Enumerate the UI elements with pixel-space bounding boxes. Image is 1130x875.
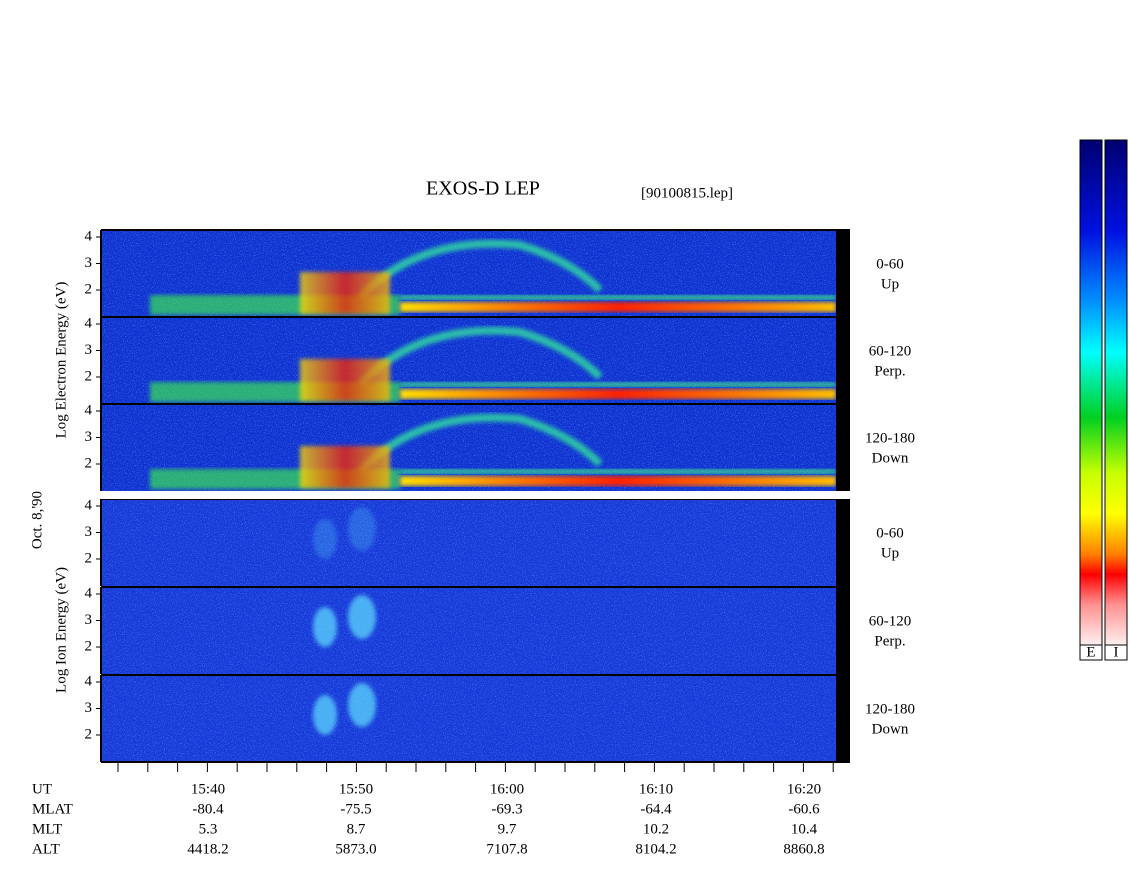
y-tick-label: 3	[85, 524, 93, 540]
arc-feature	[357, 413, 603, 474]
row-value: 15:40	[191, 781, 225, 797]
angle-label: 60-120	[869, 613, 912, 629]
row-value: 10.4	[791, 821, 818, 837]
electron-axis-label: Log Electron Energy (eV)	[53, 282, 69, 439]
color-bar-label-box	[1104, 644, 1128, 661]
angle-label: 120-180	[865, 701, 915, 717]
panels: 4 3 2 0-60 Up 4 3 2 60-120 Perp. 4 3 2 120-180 Down 4 3 2…	[85, 228, 915, 763]
time-axis: UT 15:40 15:50 16:00 16:10 16:20 MLAT -80.4 -75.…	[32, 762, 834, 857]
data-gap	[836, 499, 850, 586]
arc-feature	[357, 326, 603, 387]
direction-label: Perp.	[874, 633, 905, 649]
row-value: 7107.8	[486, 841, 527, 857]
color-bar	[1104, 139, 1128, 646]
row-value: 8860.8	[783, 841, 824, 857]
row-name: ALT	[32, 841, 60, 857]
burst	[300, 446, 390, 488]
y-tick-label: 3	[85, 342, 93, 358]
ion-burst	[313, 695, 337, 735]
color-bar-label: I	[1114, 644, 1119, 660]
burst	[300, 272, 390, 314]
angle-label: 0-60	[876, 525, 904, 541]
row-value: -60.6	[788, 801, 820, 817]
y-tick-label: 3	[85, 429, 93, 445]
y-tick-label: 3	[85, 255, 93, 271]
ion-axis-label: Log Ion Energy (eV)	[53, 567, 69, 693]
ion-burst	[313, 607, 337, 647]
row-value: 16:00	[490, 781, 524, 797]
data-gap	[836, 317, 850, 404]
row-value: 9.7	[498, 821, 517, 837]
y-tick-label: 4	[85, 585, 93, 601]
angle-label: 120-180	[865, 430, 915, 446]
ion-burst	[348, 595, 376, 639]
direction-label: Perp.	[874, 363, 905, 379]
band-edge	[400, 382, 836, 387]
row-value: 8104.2	[635, 841, 676, 857]
title: EXOS-D LEP	[426, 178, 540, 200]
group-gap	[101, 491, 850, 499]
row-value: 4418.2	[187, 841, 228, 857]
ion-burst	[313, 519, 337, 559]
row-value: 10.2	[643, 821, 669, 837]
file-name: [90100815.lep]	[641, 185, 733, 201]
y-tick-label: 4	[85, 315, 93, 331]
y-tick-label: 3	[85, 612, 93, 628]
y-tick-label: 2	[85, 550, 93, 566]
row-value: -80.4	[192, 801, 224, 817]
row-value: -69.3	[491, 801, 522, 817]
ion-burst	[348, 683, 376, 727]
row-value: 5873.0	[335, 841, 376, 857]
burst	[300, 359, 390, 401]
y-tick-label: 4	[85, 673, 93, 689]
row-name: MLT	[32, 821, 62, 837]
band-edge	[400, 295, 836, 300]
band-edge	[400, 469, 836, 474]
direction-label: Up	[881, 545, 899, 561]
data-gap	[836, 230, 850, 317]
color-bar-label: E	[1086, 644, 1095, 660]
y-tick-label: 3	[85, 700, 93, 716]
color-bar-label-box	[1079, 644, 1103, 661]
y-tick-label: 2	[85, 281, 93, 297]
direction-label: Down	[872, 450, 909, 466]
row-value: 15:50	[339, 781, 373, 797]
y-tick-label: 2	[85, 726, 93, 742]
row-value: 16:10	[639, 781, 673, 797]
date-label: Oct. 8,'90	[29, 491, 45, 549]
row-value: 5.3	[199, 821, 218, 837]
direction-label: Up	[881, 276, 899, 292]
direction-label: Down	[872, 721, 909, 737]
data-gap	[836, 587, 850, 674]
trapped-band	[400, 389, 836, 399]
trapped-band	[400, 302, 836, 312]
angle-label: 0-60	[876, 256, 904, 272]
y-tick-label: 4	[85, 402, 93, 418]
y-tick-label: 2	[85, 638, 93, 654]
color-bar	[1079, 139, 1103, 646]
angle-label: 60-120	[869, 343, 912, 359]
y-tick-label: 4	[85, 228, 93, 244]
y-tick-label: 2	[85, 455, 93, 471]
row-name: MLAT	[32, 801, 73, 817]
row-value: 8.7	[347, 821, 366, 837]
trapped-band	[400, 476, 836, 486]
spectrogram-noise	[101, 587, 836, 674]
ion-burst	[348, 507, 376, 551]
data-gap	[836, 675, 850, 762]
row-value: 16:20	[787, 781, 821, 797]
y-tick-label: 4	[85, 497, 93, 513]
row-name: UT	[32, 781, 52, 797]
spectrogram-noise	[101, 499, 836, 586]
arc-feature	[357, 239, 603, 300]
row-value: -75.5	[340, 801, 371, 817]
data-gap	[836, 404, 850, 491]
spectrogram-noise	[101, 675, 836, 762]
row-value: -64.4	[640, 801, 672, 817]
y-tick-label: 2	[85, 368, 93, 384]
